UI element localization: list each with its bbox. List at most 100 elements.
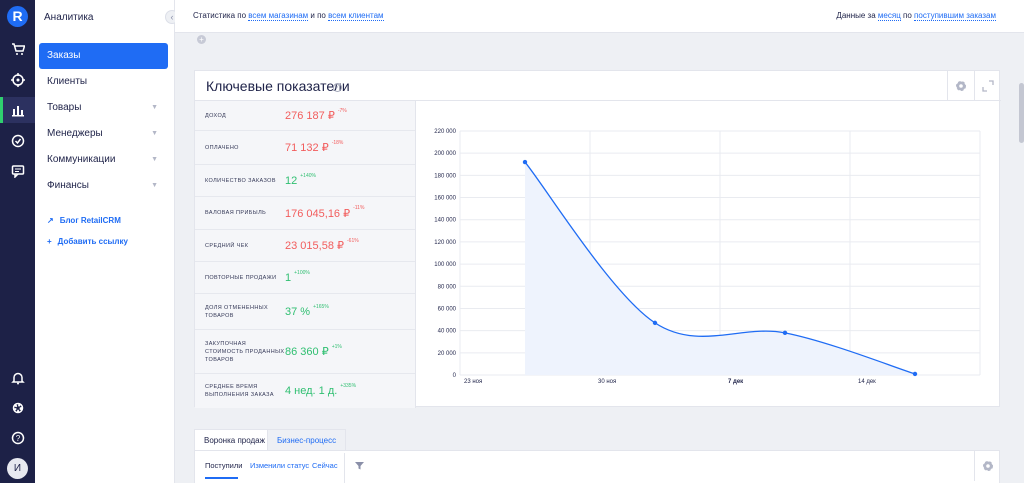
gear-icon (956, 80, 966, 91)
subtab-underline (205, 477, 238, 479)
chat-icon[interactable] (0, 158, 35, 184)
settings-button[interactable] (947, 71, 974, 100)
blog-link-label: Блог RetailCRM (59, 216, 121, 225)
sidebar-item-label: Коммуникации (47, 154, 116, 165)
data-point (652, 320, 658, 326)
analytics-icon[interactable] (0, 97, 35, 123)
subtab-received[interactable]: Поступили (205, 461, 243, 470)
chevron-down-icon: ▼ (151, 156, 158, 163)
kpi-value: 276 187 ₽ (285, 110, 335, 122)
add-link-button[interactable]: + Добавить ссылку (47, 235, 128, 256)
divider (344, 453, 345, 483)
data-point (782, 330, 788, 336)
stats-filter: Статистика по всем магазинам и по всем к… (193, 11, 384, 21)
y-tick-label: 20 000 (438, 351, 457, 357)
funnel-body: Поступили Изменили статус Сейчас (194, 450, 1000, 483)
cart-icon[interactable] (0, 36, 35, 62)
gear-icon (983, 461, 993, 471)
sidebar-item-orders[interactable]: Заказы (39, 43, 168, 69)
stores-filter-link[interactable]: всем магазинам (248, 11, 309, 21)
help-icon[interactable]: ? (0, 425, 35, 451)
target-icon[interactable] (0, 67, 35, 93)
subtab-now[interactable]: Сейчас (312, 461, 338, 470)
kpi-value: 37 % (285, 305, 311, 318)
x-tick-label: 30 ноя (598, 379, 616, 385)
add-widget-button[interactable]: + (197, 35, 206, 44)
data-point (522, 159, 528, 165)
x-tick-label: 23 ноя (464, 379, 482, 385)
sidebar-item-communications[interactable]: Коммуникации ▼ (39, 147, 168, 173)
scrollbar[interactable] (1019, 33, 1024, 483)
tab-sales-funnel[interactable]: Воронка продаж (194, 429, 275, 450)
y-tick-label: 220 000 (434, 129, 456, 135)
data-point (912, 371, 918, 377)
sidebar-item-label: Менеджеры (47, 128, 103, 139)
kpi-change: -18% (331, 139, 344, 146)
kpi-value: 23 015,58 ₽ (285, 240, 344, 252)
kpi-row: Закупочная стоимость проданных товаров 86… (195, 330, 415, 374)
avatar[interactable]: И (7, 458, 28, 479)
expand-button[interactable] (974, 71, 1001, 100)
kpi-row: Валовая прибыль 176 045,16 ₽ -11% (195, 197, 415, 230)
sidebar-item-products[interactable]: Товары ▼ (39, 95, 168, 121)
check-circle-icon[interactable] (0, 128, 35, 154)
orders-type-link[interactable]: поступившим заказам (914, 11, 996, 21)
x-tick-label: 7 дек (728, 379, 743, 385)
logo-icon[interactable]: R (7, 6, 28, 27)
scrollbar-thumb[interactable] (1019, 83, 1024, 143)
kpi-row: Повторные продажи 1 +100% (195, 262, 415, 294)
chevron-down-icon: ▼ (151, 182, 158, 189)
stats-prefix: Статистика по (193, 11, 247, 20)
sidebar-nav: Заказы Клиенты Товары ▼ Менеджеры ▼ Коммун… (39, 43, 168, 199)
filter-icon[interactable] (355, 461, 364, 470)
kpi-row: Среднее время выполнения заказа 4 нед. 1 … (195, 374, 415, 408)
svg-text:?: ? (15, 434, 20, 443)
y-tick-label: 60 000 (438, 306, 457, 312)
kpi-label: Количество заказов (205, 177, 276, 184)
kpi-change: -61% (347, 237, 359, 244)
kpi-value: 12 (285, 174, 298, 187)
bell-icon[interactable] (0, 365, 35, 391)
plus-icon: + (47, 237, 52, 246)
sidebar-item-label: Клиенты (47, 76, 88, 87)
revenue-chart: 0 20 000 40 000 60 000 80 000 100 000 120 000 1… (434, 129, 981, 385)
period-link[interactable]: месяц (877, 11, 901, 21)
add-link-label: Добавить ссылку (57, 237, 128, 246)
sidebar-title: Аналитика (44, 12, 94, 23)
blog-link[interactable]: ↗ Блог RetailCRM (47, 214, 128, 235)
clients-filter-link[interactable]: всем клиентам (328, 11, 384, 21)
kpi-row: Оплачено 71 132 ₽ -18% (195, 131, 415, 165)
funnel-settings-button[interactable] (974, 451, 1001, 481)
kpi-change: +165% (313, 303, 329, 310)
tab-business-process[interactable]: Бизнес-процесс (267, 429, 347, 450)
kpi-change: -11% (353, 205, 365, 211)
subtab-status-changed[interactable]: Изменили статус (250, 461, 310, 470)
sidebar-item-managers[interactable]: Менеджеры ▼ (39, 121, 168, 147)
sidebar-item-finance[interactable]: Финансы ▼ (39, 173, 168, 199)
y-tick-label: 0 (453, 373, 457, 379)
card-header: Ключевые показатели ? (195, 71, 1001, 101)
kpi-change: +335% (340, 383, 357, 389)
gear-icon[interactable] (0, 395, 35, 421)
sidebar-item-clients[interactable]: Клиенты (39, 69, 168, 95)
series-line (524, 161, 916, 375)
chevron-down-icon: ▼ (151, 104, 158, 111)
kpi-value: 176 045,16 ₽ (285, 207, 351, 220)
y-tick-label: 120 000 (434, 240, 456, 246)
sidebar-item-label: Заказы (47, 50, 81, 61)
kpi-label: Оплачено (205, 144, 239, 151)
kpi-label: Доход (205, 112, 227, 119)
kpi-change: +100% (294, 269, 310, 276)
kpi-row: Количество заказов 12 +140% (195, 165, 415, 197)
info-icon[interactable]: ? (333, 83, 342, 92)
kpi-row: Средний чек 23 015,58 ₽ -61% (195, 230, 415, 262)
kpi-label: Валовая прибыль (205, 210, 267, 216)
y-tick-label: 140 000 (434, 218, 456, 224)
kpi-label: Среднее время выполнения заказа (205, 384, 274, 398)
sidebar-item-label: Финансы (47, 180, 89, 191)
kpi-label: Закупочная стоимость проданных товаров (205, 340, 285, 363)
period-filter: Данные за месяц по поступившим заказам (836, 11, 996, 21)
kpi-change: +1% (331, 343, 342, 350)
x-tick-label: 14 дек (858, 379, 876, 385)
sidebar-item-label: Товары (47, 102, 82, 113)
